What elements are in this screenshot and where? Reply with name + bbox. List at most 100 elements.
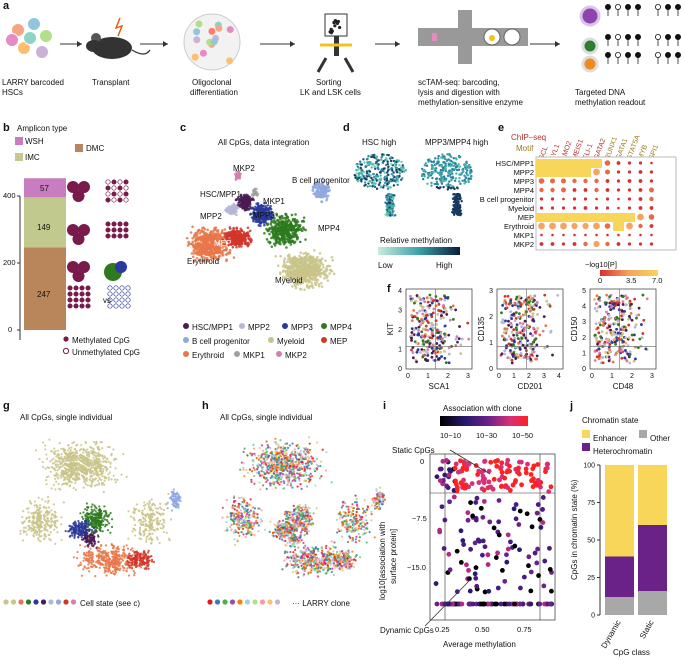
mpp-high-point: [451, 207, 455, 211]
readout-cell: [581, 55, 599, 73]
umap-point: [313, 278, 317, 282]
heat-dot: [572, 242, 577, 246]
g-umap-point: [51, 459, 54, 462]
f2-point: [503, 338, 507, 342]
cpg-dot: [105, 191, 111, 197]
f3-point: [634, 345, 637, 349]
sorted-cell: [335, 21, 340, 26]
g-umap-point: [116, 478, 119, 481]
e-row-label: Myeloid: [508, 204, 534, 213]
mpp-high-point: [442, 166, 445, 169]
umap-point: [266, 229, 270, 233]
mpp-high-point: [450, 178, 453, 182]
f1-point: [434, 304, 438, 308]
differentiated-cell: [226, 26, 234, 34]
cpg-dot: [117, 197, 123, 203]
umap-point: [315, 259, 318, 263]
f3-point: [628, 350, 632, 354]
umap-point: [278, 216, 282, 220]
heat-dot: [649, 224, 654, 228]
umap-point: [304, 274, 308, 278]
f1-point: [440, 355, 443, 358]
f3-point: [599, 335, 603, 339]
hsc-high-point: [387, 153, 390, 157]
umap-point: [195, 246, 199, 250]
umap-point: [242, 205, 246, 208]
unmethylated-legend-dot: [62, 347, 70, 355]
f3-point: [593, 359, 597, 362]
umap-point: [270, 221, 273, 224]
umap-point: [319, 261, 323, 265]
umap-point: [304, 251, 308, 255]
umap-point: [310, 281, 313, 285]
cpg-dot: [85, 285, 91, 291]
c-legend-dot: [268, 337, 274, 343]
hsc-high-point: [365, 172, 369, 175]
heat-dot: [572, 206, 577, 210]
heat-dot: [573, 233, 576, 237]
f1-point: [418, 320, 421, 323]
umap-point: [294, 260, 298, 264]
heat-dot: [583, 178, 588, 184]
umap-point: [280, 223, 284, 226]
g-umap-point: [109, 465, 112, 468]
umap-point: [217, 255, 221, 259]
f2-point: [518, 295, 522, 299]
cpg-dot: [123, 185, 129, 191]
f1-point: [413, 301, 416, 305]
umap-point: [315, 281, 319, 284]
hsc-high-point: [370, 166, 373, 169]
lollipop-head: [675, 4, 682, 10]
heat-dot: [594, 178, 599, 184]
heat-dot: [550, 242, 555, 246]
mpp-high-point: [420, 167, 424, 171]
lollipop-head: [665, 4, 672, 10]
hsc-high-point: [367, 154, 370, 158]
f3-point: [632, 333, 636, 337]
umap-point: [283, 223, 286, 227]
f2-point: [509, 299, 512, 303]
g-umap-point: [103, 479, 106, 482]
umap-point: [198, 228, 201, 232]
heat-dot: [605, 206, 610, 210]
cpg-dot: [113, 297, 119, 303]
g-umap-point: [56, 469, 59, 472]
hsc-high-point: [363, 161, 366, 164]
umap-point: [228, 234, 232, 238]
heat-dot: [550, 187, 555, 193]
mpp-high-point: [458, 207, 461, 211]
f1-point: [457, 337, 461, 341]
g-umap-point: [98, 483, 101, 486]
differentiated-cell: [195, 20, 203, 28]
hsc-high-point: [383, 181, 387, 185]
umap-point: [289, 243, 293, 246]
f2-point: [522, 333, 526, 337]
sorted-cell: [333, 24, 337, 28]
f3-point: [607, 359, 611, 363]
barcoded-cell: [27, 17, 41, 31]
sorted-cell: [338, 25, 342, 30]
c-legend-dot: [183, 351, 189, 357]
heat-dot: [550, 197, 555, 201]
umap-point: [276, 264, 280, 268]
heat-dot: [605, 188, 610, 192]
umap-point: [294, 233, 298, 237]
hsc-high-point: [392, 159, 395, 163]
f3-point: [616, 319, 620, 323]
c-legend-dot: [234, 351, 240, 357]
g-umap-point: [65, 475, 69, 479]
heat-dot: [539, 197, 544, 201]
f2-point: [512, 312, 516, 316]
e-row-label: MKP2: [514, 240, 534, 249]
lollipop-head: [615, 52, 622, 59]
f2-point: [511, 304, 514, 308]
umap-point: [246, 200, 249, 204]
f2-point: [514, 326, 518, 330]
methylated-legend-dot: [63, 336, 69, 342]
umap-point: [311, 189, 315, 192]
umap-point: [251, 206, 255, 210]
heat-dot: [583, 206, 588, 210]
umap-point: [235, 239, 239, 243]
hsc-high-point: [356, 165, 360, 168]
f2-point: [509, 337, 513, 341]
